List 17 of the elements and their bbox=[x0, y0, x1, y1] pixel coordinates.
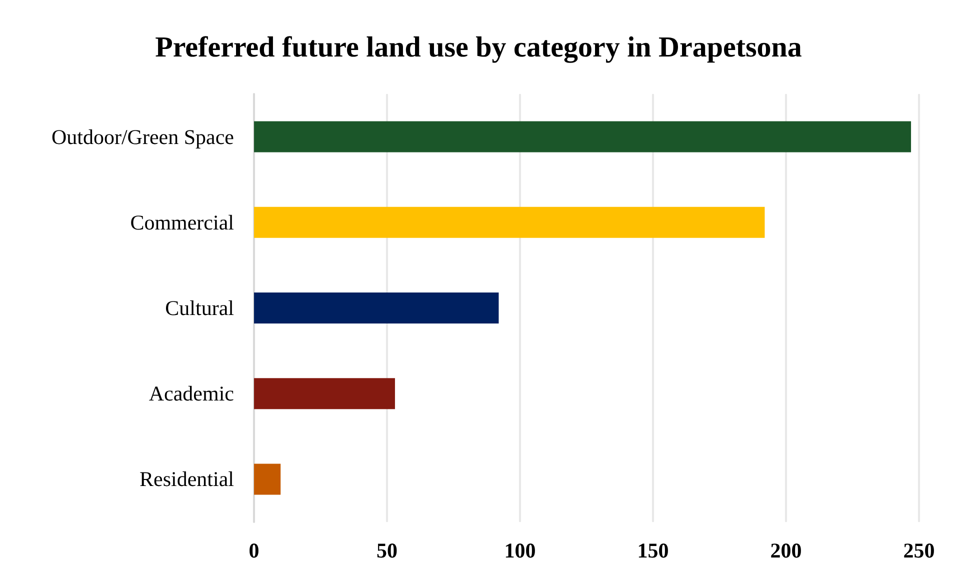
x-tick-label: 250 bbox=[903, 538, 935, 562]
x-tick-label: 0 bbox=[248, 538, 260, 562]
y-tick-label: Residential bbox=[140, 467, 234, 492]
bar bbox=[254, 121, 912, 152]
bar bbox=[254, 292, 499, 324]
y-tick-label: Academic bbox=[148, 382, 234, 406]
bar bbox=[254, 464, 281, 495]
y-tick-label: Outdoor/Green Space bbox=[51, 124, 234, 149]
y-tick-label: Cultural bbox=[165, 296, 234, 320]
y-tick-label: Commercial bbox=[130, 210, 234, 234]
x-tick-label: 50 bbox=[376, 538, 398, 562]
chart-title: Preferred future land use by category in Drapetsona bbox=[155, 32, 802, 64]
x-tick-label: 150 bbox=[637, 538, 669, 562]
x-tick-label: 100 bbox=[504, 538, 536, 562]
bar bbox=[254, 206, 765, 238]
bar bbox=[254, 378, 395, 410]
x-tick-label: 200 bbox=[770, 538, 802, 562]
